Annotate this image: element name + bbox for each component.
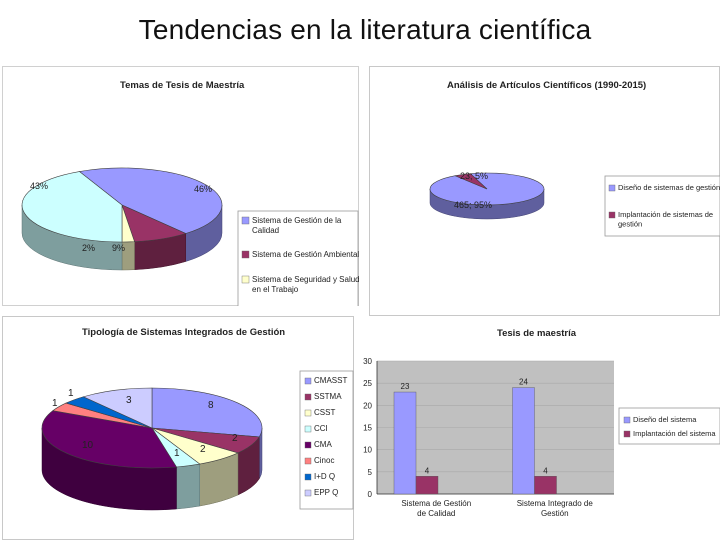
legend-swatch: [608, 211, 616, 219]
data-label: 1: [52, 398, 58, 409]
data-label: 4: [543, 466, 548, 475]
legend-swatch: [241, 250, 250, 259]
legend-entry: Diseño del sistema: [633, 415, 697, 424]
bar: [534, 476, 557, 495]
legend: Diseño del sistema Implantación del siste…: [618, 407, 720, 445]
legend-entry: Calidad: [252, 226, 279, 235]
data-label: 9%: [112, 243, 125, 253]
legend-swatch: [304, 377, 312, 385]
thesis-topics-pie-chart: Temas de Tesis de Maestría 46% 9% 2% 43% Si…: [2, 66, 359, 306]
slide-title: Tendencias en la literatura científica: [138, 14, 592, 45]
pie-slice-side: [176, 463, 200, 510]
data-label: 3: [126, 395, 132, 406]
bar: [393, 391, 417, 495]
data-label: 23; 5%: [460, 171, 488, 181]
thesis-bar-chart: Tesis de maestría 0 5 10 15 20 25 30 23 4 Sistema…: [363, 328, 720, 518]
x-tick-label: Sistema de Gestión: [401, 499, 471, 508]
data-label: 10: [82, 440, 94, 451]
pie-slice: [41, 410, 177, 469]
legend-swatch: [241, 275, 250, 284]
y-tick-label: 5: [368, 468, 373, 477]
legend-entry: SSTMA: [314, 392, 342, 401]
legend-swatch: [608, 184, 616, 192]
data-label: 8: [208, 400, 214, 411]
legend-entry: Sistema de Gestión Ambiental: [252, 250, 359, 259]
x-tick-label: Gestión: [541, 509, 569, 518]
data-label: 1: [68, 388, 74, 399]
legend-entry: CMA: [314, 440, 332, 449]
y-tick-label: 30: [363, 357, 372, 366]
article-analysis-chart-panel: Análisis de Artículos Científicos (1990-…: [369, 66, 720, 316]
y-tick-label: 15: [363, 424, 372, 433]
legend-entry: Sistema de Seguridad y Salud: [252, 275, 359, 284]
article-analysis-pie-chart: Análisis de Artículos Científicos (1990-…: [369, 66, 720, 316]
y-tick-label: 10: [363, 446, 372, 455]
legend-entry: Implantación de sistemas de: [618, 210, 713, 219]
legend-entry: CMASST: [314, 376, 347, 385]
legend-swatch: [241, 216, 250, 225]
y-tick-label: 25: [363, 379, 372, 388]
pie-plot: 465; 95% 23; 5%: [429, 171, 545, 220]
legend-entry: I+D Q: [314, 472, 335, 481]
data-label: 46%: [194, 184, 212, 194]
legend-entry: Cinoc: [314, 456, 334, 465]
data-label: 23: [401, 382, 410, 391]
legend-entry: en el Trabajo: [252, 285, 299, 294]
chart-title: Tesis de maestría: [497, 328, 577, 339]
x-tick-label: de Calidad: [417, 509, 455, 518]
legend-swatch: [623, 430, 631, 438]
legend-swatch: [304, 409, 312, 417]
chart-title: Tipología de Sistemas Integrados de Gest…: [82, 327, 285, 338]
chart-title: Análisis de Artículos Científicos (1990-…: [447, 80, 646, 91]
data-label: 1: [174, 448, 180, 459]
pie-plot: 46% 9% 2% 43%: [21, 167, 223, 271]
legend-entry: Sistema de Gestión de la: [252, 216, 342, 225]
legend: CMASST SSTMA CSST CCI CMA Cinoc I+D Q EPP Q: [299, 370, 354, 510]
legend-swatch: [623, 416, 631, 424]
data-label: 2: [232, 433, 238, 444]
data-label: 24: [519, 378, 528, 387]
pie-slice: [429, 172, 545, 206]
legend-swatch: [304, 473, 312, 481]
data-label: 4: [425, 466, 430, 475]
legend: Diseño de sistemas de gestión Implantació…: [604, 175, 720, 237]
legend-swatch: [304, 393, 312, 401]
x-tick-label: Sistema Integrado de: [517, 499, 594, 508]
legend-entry: Implantación del sistema: [633, 429, 716, 438]
thesis-bar-chart-panel: Tesis de maestría 0 5 10 15 20 25 30 23 4 Sistema…: [354, 316, 720, 540]
chart-title: Temas de Tesis de Maestría: [120, 80, 245, 91]
legend-swatch: [304, 489, 312, 497]
data-label: 2: [200, 444, 206, 455]
pie-slice: [82, 387, 153, 429]
y-tick-label: 20: [363, 401, 372, 410]
pie-slice: [78, 167, 223, 234]
y-tick-label: 0: [368, 490, 373, 499]
bar: [415, 476, 439, 495]
pie-slice: [151, 387, 263, 438]
legend-entry: CSST: [314, 408, 335, 417]
legend-swatch: [304, 457, 312, 465]
sig-typology-chart-panel: Tipología de Sistemas Integrados de Gest…: [2, 316, 354, 540]
pie-slice: [21, 171, 123, 243]
thesis-topics-chart-panel: Temas de Tesis de Maestría 46% 9% 2% 43% Si…: [2, 66, 359, 306]
legend-entry: CCI: [314, 424, 328, 433]
legend-entry: EPP Q: [314, 488, 338, 497]
legend-swatch: [304, 425, 312, 433]
data-label: 2%: [82, 243, 95, 253]
legend-entry: Diseño de sistemas de gestión: [618, 183, 720, 192]
pie-slice: [454, 173, 488, 190]
data-label: 43%: [30, 181, 48, 191]
bar: [512, 387, 535, 495]
data-label: 465; 95%: [454, 200, 492, 210]
legend-swatch: [304, 441, 312, 449]
sig-typology-pie-chart: Tipología de Sistemas Integrados de Gest…: [2, 316, 354, 540]
legend-entry: gestión: [618, 220, 642, 229]
